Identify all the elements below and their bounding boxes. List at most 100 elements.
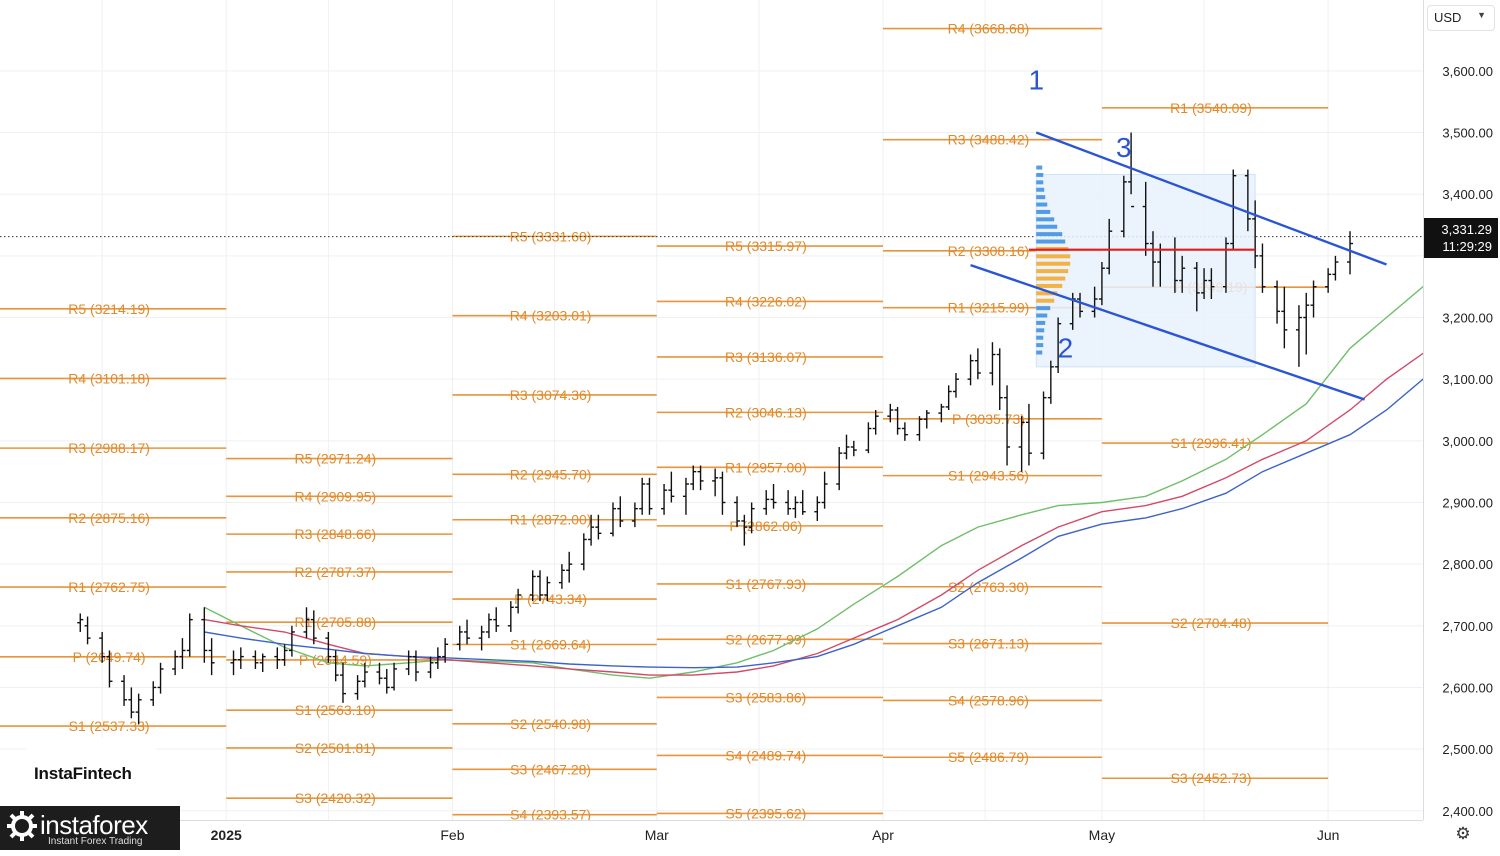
- instaforex-brand: instaforex: [40, 810, 148, 840]
- ohlc-bar: [595, 514, 602, 540]
- pivot-label: S3 (2671.13): [948, 636, 1029, 652]
- ohlc-bar: [515, 588, 522, 614]
- pivot-label: R2 (2945.70): [510, 466, 592, 482]
- ohlc-bar: [566, 551, 573, 583]
- ohlc-bar: [901, 422, 908, 441]
- ohlc-bar: [763, 490, 770, 515]
- time-tick-label: 2025: [211, 827, 242, 843]
- ohlc-bar: [646, 477, 653, 515]
- gear-icon[interactable]: ⚙: [1455, 824, 1471, 843]
- ohlc-bar: [558, 564, 565, 589]
- volume-profile-bar: [1036, 313, 1048, 318]
- wave-label: 3: [1116, 132, 1132, 163]
- ohlc-bar: [785, 490, 792, 515]
- pivot-label: R3 (3074.36): [510, 387, 592, 403]
- price-chart[interactable]: R5 (3214.19) R4 (3101.18) R3 (2988.17) R2 (…: [0, 0, 1423, 820]
- price-axis-labels: 3,600.00 3,500.00 3,400.00 3,200.00 3,100.00…: [1442, 64, 1493, 819]
- pivot-label: S5 (2395.62): [725, 805, 806, 820]
- ohlc-bar: [1281, 286, 1288, 349]
- currency-selector[interactable]: USD ▼: [1427, 5, 1495, 31]
- pivot-label: R5 (3315.97): [725, 238, 807, 254]
- ohlc-bar: [872, 410, 879, 435]
- ohlc-bar: [1149, 231, 1156, 287]
- ohlc-bar: [989, 342, 996, 386]
- ohlc-bar: [996, 348, 1003, 410]
- ohlc-bar: [1025, 403, 1032, 466]
- volume-profile-bar: [1036, 291, 1058, 296]
- pivot-label: S2 (2763.30): [948, 579, 1029, 595]
- pivot-label: P (3035.73): [952, 411, 1025, 427]
- ohlc-bar: [887, 403, 894, 423]
- ohlc-bar: [121, 675, 128, 706]
- pivot-label: S4 (2578.96): [948, 692, 1029, 708]
- ohlc-bar: [427, 656, 434, 679]
- volume-profile-bar: [1036, 232, 1063, 237]
- ohlc-bar: [1230, 169, 1237, 250]
- ohlc-bar: [719, 471, 726, 515]
- ohlc-bar: [697, 465, 704, 491]
- ohlc-bar: [1259, 243, 1266, 293]
- instaforex-logo[interactable]: instaforex Instant Forex Trading: [0, 806, 180, 850]
- ohlc-bar: [99, 631, 106, 663]
- ohlc-bar: [529, 570, 536, 602]
- ma-red-line: [204, 352, 1423, 676]
- volume-profile-bar: [1036, 269, 1069, 274]
- ohlc-bar: [150, 681, 157, 706]
- pivot-label: R5 (2971.24): [294, 451, 376, 467]
- pivot-label: R4 (2909.95): [294, 488, 376, 504]
- pivot-label: S4 (2489.74): [725, 747, 806, 763]
- ohlc-bar: [682, 477, 689, 515]
- price-tick-label: 2,600.00: [1442, 680, 1493, 695]
- pivot-label: R5 (3214.19): [68, 301, 150, 317]
- volume-profile-bar: [1036, 202, 1048, 207]
- instaforex-tagline: Instant Forex Trading: [48, 836, 143, 847]
- ohlc-bar: [128, 687, 135, 719]
- volume-profile-bar: [1036, 320, 1046, 325]
- ohlc-bar: [1244, 169, 1251, 232]
- ohlc-bar: [507, 601, 514, 632]
- channel-line-upper: [1035, 131, 1387, 266]
- pivot-label: S2 (2677.99): [725, 631, 806, 647]
- ohlc-bar: [974, 348, 981, 380]
- volume-profile-bar: [1036, 217, 1055, 222]
- ohlc-bar: [281, 644, 288, 666]
- ohlc-bar: [1040, 391, 1047, 460]
- ohlc-bar: [821, 471, 828, 509]
- price-tick-label: 3,000.00: [1442, 434, 1493, 449]
- time-tick-label: Apr: [872, 827, 894, 843]
- pivot-label: S3 (2583.86): [725, 689, 806, 705]
- ohlc-bar: [332, 650, 339, 682]
- pivot-label: S1 (2996.41): [1171, 435, 1252, 451]
- time-axis-labels: 2025 Feb Mar Apr May Jun: [211, 827, 1340, 843]
- ohlc-bar: [1274, 280, 1281, 324]
- price-tick-label: 3,100.00: [1442, 372, 1493, 387]
- price-tick-label: 2,500.00: [1442, 742, 1493, 757]
- bar-countdown: 11:29:29: [1442, 239, 1492, 254]
- ohlc-bar: [1142, 181, 1149, 256]
- ohlc-bar: [770, 483, 777, 509]
- time-axis[interactable]: 2025 Feb Mar Apr May Jun: [0, 820, 1423, 851]
- volume-profile-bar: [1036, 328, 1045, 333]
- volume-profile-bar: [1036, 180, 1044, 185]
- ohlc-bar: [252, 650, 259, 669]
- price-tick-label: 3,500.00: [1442, 126, 1493, 141]
- ohlc-bar: [1193, 262, 1200, 312]
- instafintech-watermark: InstaFintech: [26, 738, 156, 808]
- ohlc-bar: [544, 576, 551, 602]
- wave-label: 1: [1028, 64, 1044, 95]
- pivot-label: R2 (3308.16): [948, 243, 1030, 259]
- ohlc-bar: [464, 619, 471, 645]
- ohlc-bar: [412, 650, 419, 682]
- volume-profile-bar: [1036, 306, 1051, 311]
- ohlc-bar: [383, 668, 390, 694]
- ma-blue-line: [204, 378, 1423, 669]
- ohlc-bar: [135, 693, 142, 725]
- ohlc-bar: [631, 502, 638, 528]
- ohlc-bar: [259, 653, 266, 673]
- ohlc-bar: [923, 410, 930, 429]
- pivot-label: R4 (3226.02): [725, 293, 807, 309]
- ohlc-bar: [836, 446, 843, 491]
- pivot-label: S1 (2563.10): [295, 702, 376, 718]
- pivot-label: S1 (2943.56): [948, 468, 1029, 484]
- price-axis[interactable]: [1423, 0, 1500, 820]
